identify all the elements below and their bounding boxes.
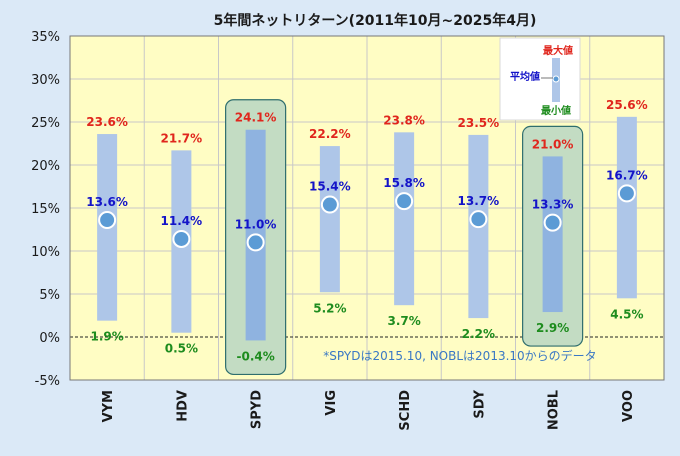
legend-max-label: 最大値 — [543, 44, 573, 57]
max-label-spyd: 24.1% — [235, 111, 277, 125]
max-label-schd: 23.8% — [383, 113, 425, 127]
mean-label-nobl: 13.3% — [532, 198, 574, 212]
range-bar-voo — [616, 116, 637, 299]
x-tick-label-nobl: NOBL — [547, 390, 562, 430]
max-label-vig: 22.2% — [309, 127, 351, 141]
range-bar-nobl — [542, 156, 563, 313]
legend-min-label: 最小値 — [541, 104, 571, 117]
y-tick-label-1: 0% — [39, 331, 60, 346]
legend-marker — [552, 75, 560, 83]
max-label-nobl: 21.0% — [532, 137, 574, 151]
x-tick-label-vym: VYM — [101, 390, 116, 422]
legend-mean-label: 平均値 — [510, 70, 540, 83]
min-label-nobl: 2.9% — [536, 321, 569, 335]
min-label-sdy: 2.2% — [462, 327, 495, 341]
legend-box — [499, 37, 581, 121]
max-label-voo: 25.6% — [606, 98, 648, 112]
max-label-hdv: 21.7% — [161, 131, 203, 145]
x-tick-label-voo: VOO — [621, 390, 636, 422]
chart-title: 5年間ネットリターン(2011年10月~2025年4月) — [214, 12, 537, 29]
min-label-vig: 5.2% — [313, 301, 346, 315]
min-label-hdv: 0.5% — [165, 342, 198, 356]
x-tick-label-vig: VIG — [324, 390, 339, 416]
mean-marker-hdv — [172, 229, 191, 248]
min-label-schd: 3.7% — [387, 314, 420, 328]
y-tick-label-2: 5% — [39, 288, 60, 303]
range-bar-schd — [394, 132, 415, 306]
y-tick-label-6: 25% — [31, 116, 60, 131]
x-tick-label-hdv: HDV — [175, 390, 190, 422]
mean-label-vym: 13.6% — [86, 195, 128, 209]
x-tick-label-spyd: SPYD — [250, 390, 265, 429]
range-bar-vig — [319, 146, 340, 293]
mean-marker-vig — [320, 195, 339, 214]
mean-marker-nobl — [543, 213, 562, 232]
y-tick-label-8: 35% — [31, 30, 60, 45]
mean-label-sdy: 13.7% — [458, 194, 500, 208]
mean-label-spyd: 11.0% — [235, 217, 277, 231]
mean-marker-spyd — [246, 233, 265, 252]
max-label-sdy: 23.5% — [458, 116, 500, 130]
mean-marker-voo — [617, 184, 636, 203]
mean-label-voo: 16.7% — [606, 168, 648, 182]
x-tick-label-schd: SCHD — [398, 390, 413, 431]
y-tick-label-3: 10% — [31, 245, 60, 260]
mean-label-schd: 15.8% — [383, 176, 425, 190]
mean-marker-schd — [395, 192, 414, 211]
mean-marker-sdy — [469, 210, 488, 229]
mean-label-hdv: 11.4% — [161, 214, 203, 228]
min-label-spyd: -0.4% — [236, 349, 274, 363]
data-note: *SPYDは2015.10, NOBLは2013.10からのデータ — [323, 348, 596, 363]
plot-border — [69, 35, 665, 381]
mean-marker-vym — [98, 211, 117, 230]
y-tick-label-0: -5% — [35, 374, 60, 389]
x-tick-label-sdy: SDY — [472, 389, 487, 418]
max-label-vym: 23.6% — [86, 115, 128, 129]
y-tick-label-4: 15% — [31, 202, 60, 217]
y-tick-label-5: 20% — [31, 159, 60, 174]
min-label-vym: 1.9% — [90, 330, 123, 344]
min-label-voo: 4.5% — [610, 307, 643, 321]
mean-label-vig: 15.4% — [309, 180, 351, 194]
y-tick-label-7: 30% — [31, 73, 60, 88]
